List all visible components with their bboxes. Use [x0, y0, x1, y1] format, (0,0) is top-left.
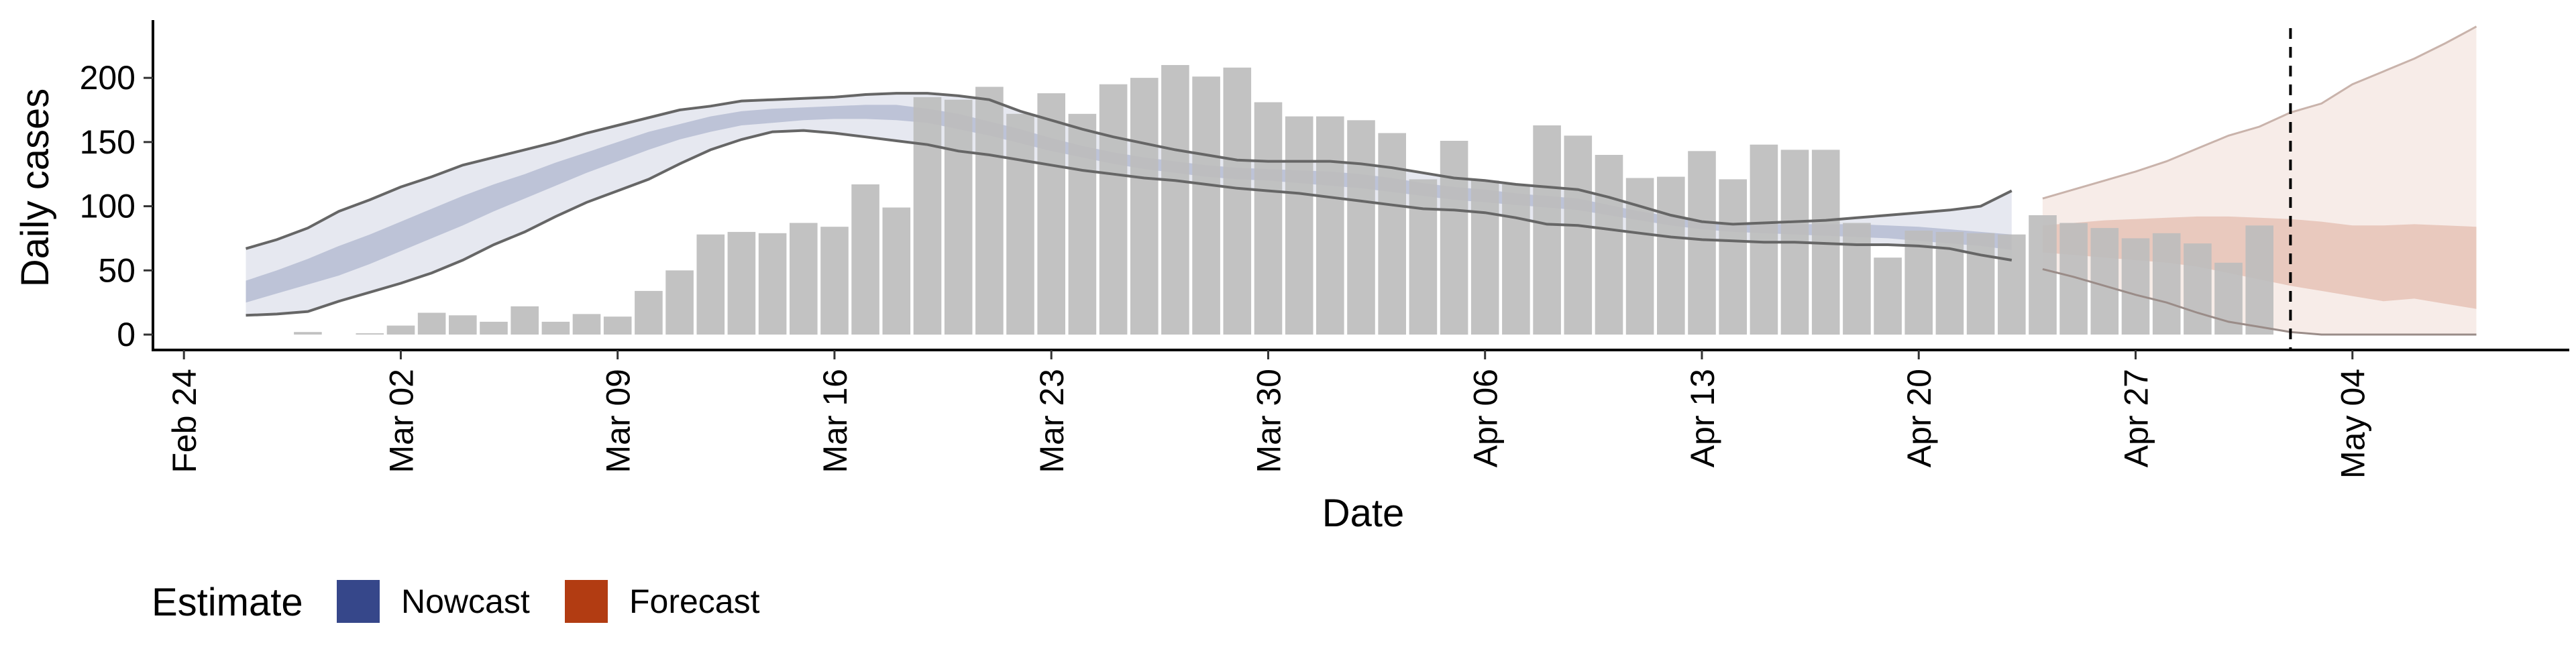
case-bar: [1719, 179, 1747, 335]
axes: 0 50 100 150 200 Feb 24 Mar 02 Mar 09 Mar 16 Mar …: [80, 20, 2569, 479]
case-bar: [1625, 178, 1654, 335]
y-tick-label: 50: [98, 251, 136, 289]
x-tick-label: Feb 24: [166, 369, 203, 473]
case-bar: [635, 290, 663, 335]
case-bar: [417, 312, 446, 335]
case-bar: [1966, 233, 1995, 335]
case-bar: [356, 333, 384, 335]
case-bar: [665, 270, 694, 335]
legend-key-forecast: [565, 580, 608, 623]
case-bar: [541, 321, 570, 335]
case-bar: [1470, 180, 1499, 335]
case-bar: [1037, 93, 1065, 335]
case-bar: [1285, 116, 1313, 335]
legend-label-nowcast: Nowcast: [401, 583, 530, 620]
x-tick-label: Apr 27: [2118, 369, 2155, 467]
case-bar: [1316, 116, 1344, 335]
case-bar: [1502, 184, 1530, 335]
case-bar: [2090, 228, 2119, 335]
case-bar: [1998, 234, 2026, 335]
case-bar: [851, 184, 879, 335]
interval-lines: [245, 25, 2477, 350]
case-bar: [1161, 65, 1189, 335]
y-axis-title: Daily cases: [13, 89, 57, 288]
x-tick-label: Mar 23: [1033, 369, 1071, 473]
x-tick-label: Mar 30: [1250, 369, 1288, 473]
x-axis-title: Date: [1322, 491, 1405, 535]
case-bar: [758, 233, 787, 335]
case-bar: [1347, 120, 1375, 335]
y-tick-label: 200: [80, 59, 136, 97]
case-bar: [1750, 144, 1778, 335]
case-bar: [511, 306, 539, 335]
case-bar: [572, 314, 601, 335]
case-bar: [1378, 133, 1406, 335]
case-bar: [882, 207, 911, 335]
case-bar: [820, 227, 849, 335]
case-bar: [1657, 176, 1685, 335]
case-bar: [1874, 257, 1902, 335]
case-bar: [1533, 125, 1561, 335]
case-bars: [294, 65, 2273, 335]
case-bar: [696, 234, 725, 335]
case-bar: [1130, 78, 1159, 335]
case-bar: [1843, 223, 1871, 335]
case-bar: [1440, 141, 1468, 335]
case-bar: [1223, 67, 1252, 335]
case-bar: [603, 316, 632, 335]
y-tick-label: 100: [80, 188, 136, 225]
case-bar: [1564, 135, 1593, 335]
legend-title: Estimate: [152, 581, 303, 624]
case-bar: [1006, 113, 1034, 335]
case-bar: [1409, 179, 1438, 335]
forecast-upper-line: [2042, 25, 2477, 200]
case-bar: [1192, 76, 1220, 335]
legend-key-nowcast: [337, 580, 380, 623]
case-bar: [727, 231, 756, 335]
nowcast-upper-line: [245, 92, 2012, 250]
legend: Estimate Nowcast Forecast: [152, 580, 760, 624]
x-tick-label: Apr 13: [1684, 369, 1721, 467]
case-bar: [294, 332, 322, 335]
forecast-lower-line: [2042, 268, 2477, 336]
x-tick-label: Mar 09: [600, 369, 637, 473]
case-bar: [913, 97, 942, 335]
nowcast-band-90: [246, 93, 2012, 316]
case-bar: [386, 325, 415, 335]
y-tick-label: 0: [117, 316, 136, 353]
y-tick-label: 150: [80, 123, 136, 161]
case-bar: [2121, 238, 2150, 335]
case-bar: [944, 99, 973, 335]
case-bar: [2029, 215, 2057, 335]
x-tick-label: Mar 16: [816, 369, 854, 473]
case-bar: [2245, 225, 2273, 335]
case-bar: [449, 315, 477, 335]
case-bar: [1254, 102, 1283, 335]
case-bar: [975, 86, 1004, 335]
x-tick-label: Mar 02: [382, 369, 420, 473]
x-tick-label: Apr 06: [1467, 369, 1505, 467]
legend-label-forecast: Forecast: [629, 583, 760, 620]
case-bar: [1099, 84, 1128, 335]
x-tick-label: May 04: [2334, 369, 2372, 479]
case-bar: [790, 223, 818, 335]
case-bar: [1595, 155, 1623, 335]
nowcast-lower-line: [246, 129, 2012, 317]
forecast-band-90: [2042, 26, 2477, 335]
case-bar: [1068, 113, 1097, 335]
case-bar: [2152, 233, 2181, 335]
case-bar: [1688, 151, 1716, 335]
case-bar: [2184, 243, 2212, 335]
case-bar: [480, 321, 508, 335]
x-tick-label: Apr 20: [1900, 369, 1938, 467]
